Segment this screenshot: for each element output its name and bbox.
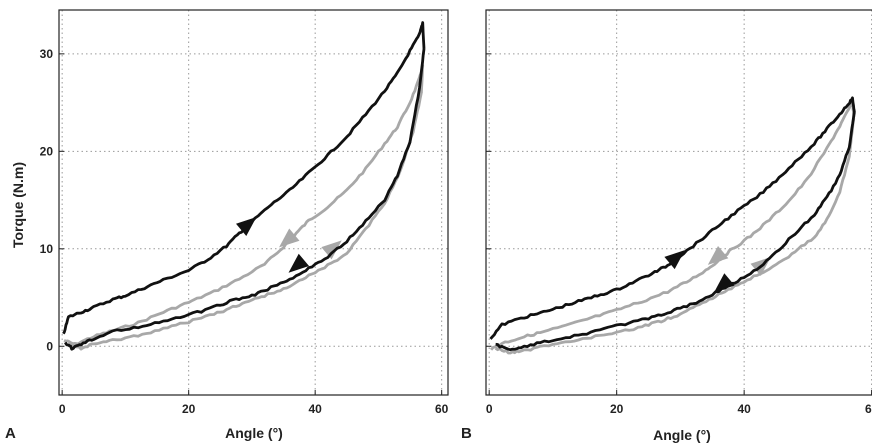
panel-a-dark-unloading-curve	[64, 48, 426, 351]
panel-b-xtick-label: 20	[610, 402, 624, 416]
panel-b-xtick-label: 40	[737, 402, 751, 416]
panel-b-dark-loading-curve	[489, 96, 856, 340]
panel-a-xtick-label: 0	[59, 402, 66, 416]
panel-a-dark-direction-arrow	[288, 253, 310, 273]
panel-a-xtick-label: 60	[435, 402, 449, 416]
panel-b-dark-direction-arrow	[664, 250, 685, 270]
panel-a-xtick-label: 20	[182, 402, 196, 416]
panel-a-dark-loading-curve	[62, 21, 426, 335]
panel-b-letter: B	[461, 425, 472, 442]
panel-a-ytick-label: 10	[40, 242, 54, 256]
panel-b-frame	[485, 9, 872, 396]
panel-a-letter: A	[5, 425, 16, 442]
panel-a-ytick-label: 30	[40, 47, 54, 61]
panel-a-frame	[58, 9, 449, 396]
panel-a-ylabel: Torque (N.m)	[10, 162, 26, 248]
panel-b-light-loading-curve	[490, 98, 856, 351]
panel-b-xtick-label: 0	[486, 402, 493, 416]
panel-b-xlabel: Angle (°)	[653, 427, 711, 443]
panel-b-dark-direction-arrow	[714, 273, 735, 293]
panel-a-ytick-label: 0	[46, 339, 53, 353]
panel-a-ytick-label: 20	[40, 144, 54, 158]
panel-a-light-direction-arrow	[321, 240, 342, 260]
panel-a-plot: 0 20 40 60 0 10 20 30 Angle (°) Torque (N.m) A	[5, 9, 449, 442]
panel-a-xlabel: Angle (°)	[225, 425, 283, 441]
panel-b-plot: 0 20 40 60 Angle (°) B	[461, 9, 872, 443]
panel-a-dark-direction-arrow	[235, 217, 257, 237]
panel-b-light-unloading-curve	[494, 118, 856, 355]
panel-a-light-direction-arrow	[279, 228, 300, 248]
panel-b-dark-unloading-curve	[495, 111, 856, 352]
panel-b-light-direction-arrow	[707, 245, 729, 265]
panel-a-xtick-label: 40	[308, 402, 322, 416]
panel-b-xtick-label: 60	[865, 402, 872, 416]
panel-a-light-unloading-curve	[68, 92, 423, 351]
